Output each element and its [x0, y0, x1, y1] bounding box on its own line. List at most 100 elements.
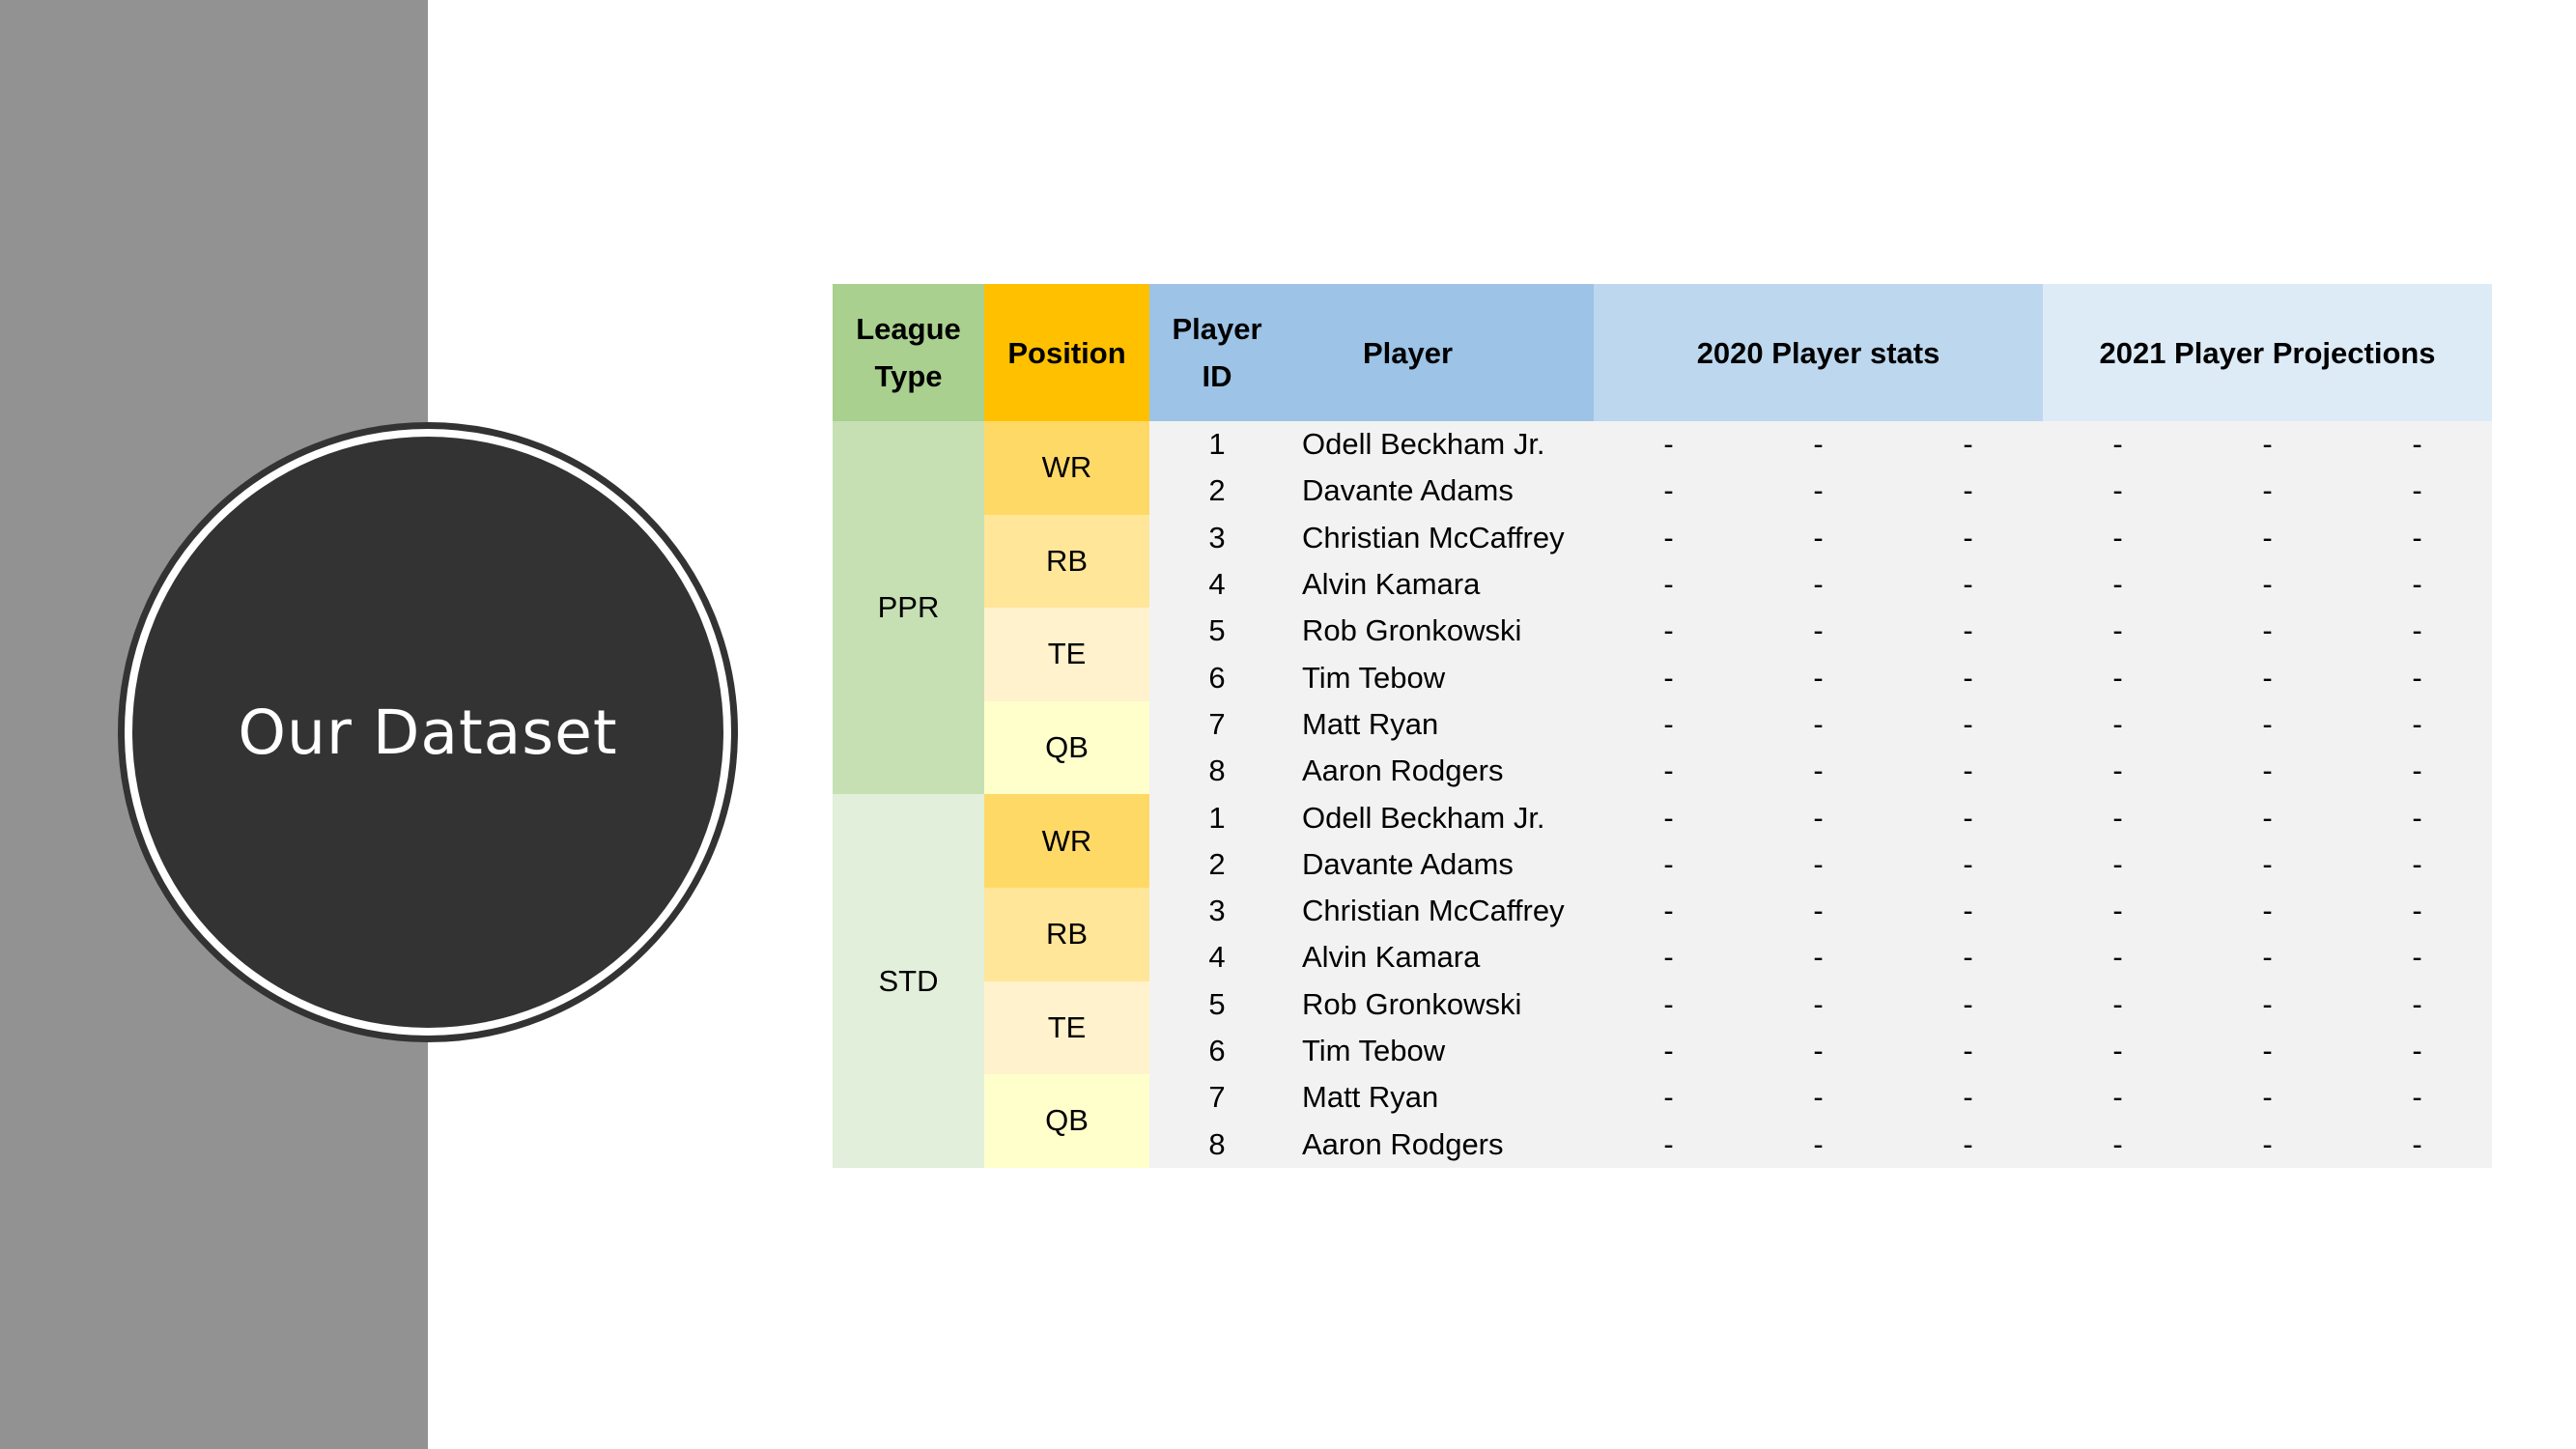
- league-type-cell: PPR: [833, 421, 984, 795]
- projection-2021-cell: -: [2342, 840, 2493, 888]
- table-body: PPR WR 1 Odell Beckham Jr. - - - - - -2 Davante Ad…: [833, 421, 2493, 1168]
- slide-title: Our Dataset: [238, 696, 618, 768]
- header-2021-projections: 2021 Player Projections: [2043, 284, 2493, 421]
- projection-2021-cell: -: [2193, 1121, 2343, 1168]
- player-id-cell: 1: [1149, 421, 1285, 469]
- stat-2020-cell: -: [1743, 421, 1893, 469]
- stat-2020-cell: -: [1893, 748, 2044, 795]
- player-name-cell: Christian McCaffrey: [1285, 514, 1594, 561]
- position-cell: TE: [984, 980, 1149, 1075]
- projection-2021-cell: -: [2043, 1027, 2194, 1075]
- position-cell: QB: [984, 1074, 1149, 1168]
- projection-2021-cell: -: [2193, 654, 2343, 701]
- league-type-cell: STD: [833, 794, 984, 1168]
- projection-2021-cell: -: [2342, 608, 2493, 655]
- projection-2021-cell: -: [2342, 887, 2493, 935]
- projection-2021-cell: -: [2342, 980, 2493, 1028]
- header-2020-stats: 2020 Player stats: [1594, 284, 2044, 421]
- table-row: 4 Alvin Kamara - - - - - -: [833, 934, 2493, 981]
- table-row: TE 5 Rob Gronkowski - - - - - -: [833, 980, 2493, 1075]
- stat-2020-cell: -: [1594, 468, 1743, 515]
- stat-2020-cell: -: [1594, 1121, 1743, 1168]
- stat-2020-cell: -: [1594, 608, 1743, 655]
- projection-2021-cell: -: [2193, 980, 2343, 1028]
- projection-2021-cell: -: [2043, 794, 2194, 841]
- projection-2021-cell: -: [2342, 794, 2493, 841]
- player-id-cell: 8: [1149, 748, 1285, 795]
- table-row: RB 3 Christian McCaffrey - - - - - -: [833, 514, 2493, 609]
- player-name-cell: Tim Tebow: [1285, 1027, 1594, 1075]
- projection-2021-cell: -: [2342, 514, 2493, 561]
- stat-2020-cell: -: [1893, 840, 2044, 888]
- header-row: League Type Position Player ID Player 20…: [833, 284, 2493, 421]
- projection-2021-cell: -: [2043, 608, 2194, 655]
- projection-2021-cell: -: [2342, 1074, 2493, 1122]
- stat-2020-cell: -: [1743, 840, 1893, 888]
- position-cell: QB: [984, 700, 1149, 795]
- header-league-line1: League: [856, 312, 961, 346]
- player-name-cell: Odell Beckham Jr.: [1285, 421, 1594, 469]
- projection-2021-cell: -: [2043, 1121, 2194, 1168]
- projection-2021-cell: -: [2043, 1074, 2194, 1122]
- stat-2020-cell: -: [1594, 1074, 1743, 1122]
- stat-2020-cell: -: [1893, 1027, 2044, 1075]
- stat-2020-cell: -: [1594, 560, 1743, 609]
- player-id-cell: 7: [1149, 1074, 1285, 1122]
- stat-2020-cell: -: [1743, 1121, 1893, 1168]
- player-name-cell: Aaron Rodgers: [1285, 748, 1594, 795]
- projection-2021-cell: -: [2342, 421, 2493, 469]
- stat-2020-cell: -: [1594, 421, 1743, 469]
- player-id-cell: 8: [1149, 1121, 1285, 1168]
- dataset-table-container: League Type Position Player ID Player 20…: [833, 284, 2493, 1168]
- stat-2020-cell: -: [1594, 840, 1743, 888]
- projection-2021-cell: -: [2043, 887, 2194, 935]
- stat-2020-cell: -: [1893, 794, 2044, 841]
- stat-2020-cell: -: [1893, 468, 2044, 515]
- table-row: QB 7 Matt Ryan - - - - - -: [833, 1074, 2493, 1168]
- stat-2020-cell: -: [1594, 654, 1743, 701]
- table-row: 2 Davante Adams - - - - - -: [833, 468, 2493, 515]
- stat-2020-cell: -: [1893, 654, 2044, 701]
- stat-2020-cell: -: [1594, 794, 1743, 841]
- header-league-type: League Type: [833, 284, 984, 421]
- title-circle: Our Dataset: [132, 437, 723, 1028]
- stat-2020-cell: -: [1893, 421, 2044, 469]
- dataset-table: League Type Position Player ID Player 20…: [833, 284, 2493, 1168]
- table-row: RB 3 Christian McCaffrey - - - - - -: [833, 887, 2493, 981]
- table-row: TE 5 Rob Gronkowski - - - - - -: [833, 608, 2493, 701]
- stat-2020-cell: -: [1743, 934, 1893, 981]
- projection-2021-cell: -: [2193, 887, 2343, 935]
- stat-2020-cell: -: [1594, 934, 1743, 981]
- player-id-cell: 4: [1149, 560, 1285, 609]
- player-id-cell: 6: [1149, 654, 1285, 701]
- stat-2020-cell: -: [1743, 608, 1893, 655]
- player-name-cell: Rob Gronkowski: [1285, 980, 1594, 1028]
- position-cell: WR: [984, 421, 1149, 515]
- projection-2021-cell: -: [2342, 560, 2493, 609]
- table-row: 2 Davante Adams - - - - - -: [833, 840, 2493, 888]
- projection-2021-cell: -: [2043, 748, 2194, 795]
- stat-2020-cell: -: [1893, 608, 2044, 655]
- stat-2020-cell: -: [1594, 887, 1743, 935]
- projection-2021-cell: -: [2193, 1027, 2343, 1075]
- stat-2020-cell: -: [1594, 1027, 1743, 1075]
- stat-2020-cell: -: [1743, 1074, 1893, 1122]
- player-id-cell: 2: [1149, 468, 1285, 515]
- stat-2020-cell: -: [1743, 980, 1893, 1028]
- projection-2021-cell: -: [2043, 468, 2194, 515]
- stat-2020-cell: -: [1893, 700, 2044, 749]
- player-name-cell: Matt Ryan: [1285, 1074, 1594, 1122]
- player-id-cell: 6: [1149, 1027, 1285, 1075]
- stat-2020-cell: -: [1743, 654, 1893, 701]
- stat-2020-cell: -: [1893, 887, 2044, 935]
- projection-2021-cell: -: [2043, 980, 2194, 1028]
- table-row: 8 Aaron Rodgers - - - - - -: [833, 748, 2493, 795]
- projection-2021-cell: -: [2043, 560, 2194, 609]
- projection-2021-cell: -: [2342, 1121, 2493, 1168]
- player-name-cell: Aaron Rodgers: [1285, 1121, 1594, 1168]
- player-id-cell: 3: [1149, 887, 1285, 935]
- projection-2021-cell: -: [2193, 794, 2343, 841]
- player-id-cell: 4: [1149, 934, 1285, 981]
- player-id-cell: 1: [1149, 794, 1285, 841]
- header-league-line2: Type: [874, 359, 943, 393]
